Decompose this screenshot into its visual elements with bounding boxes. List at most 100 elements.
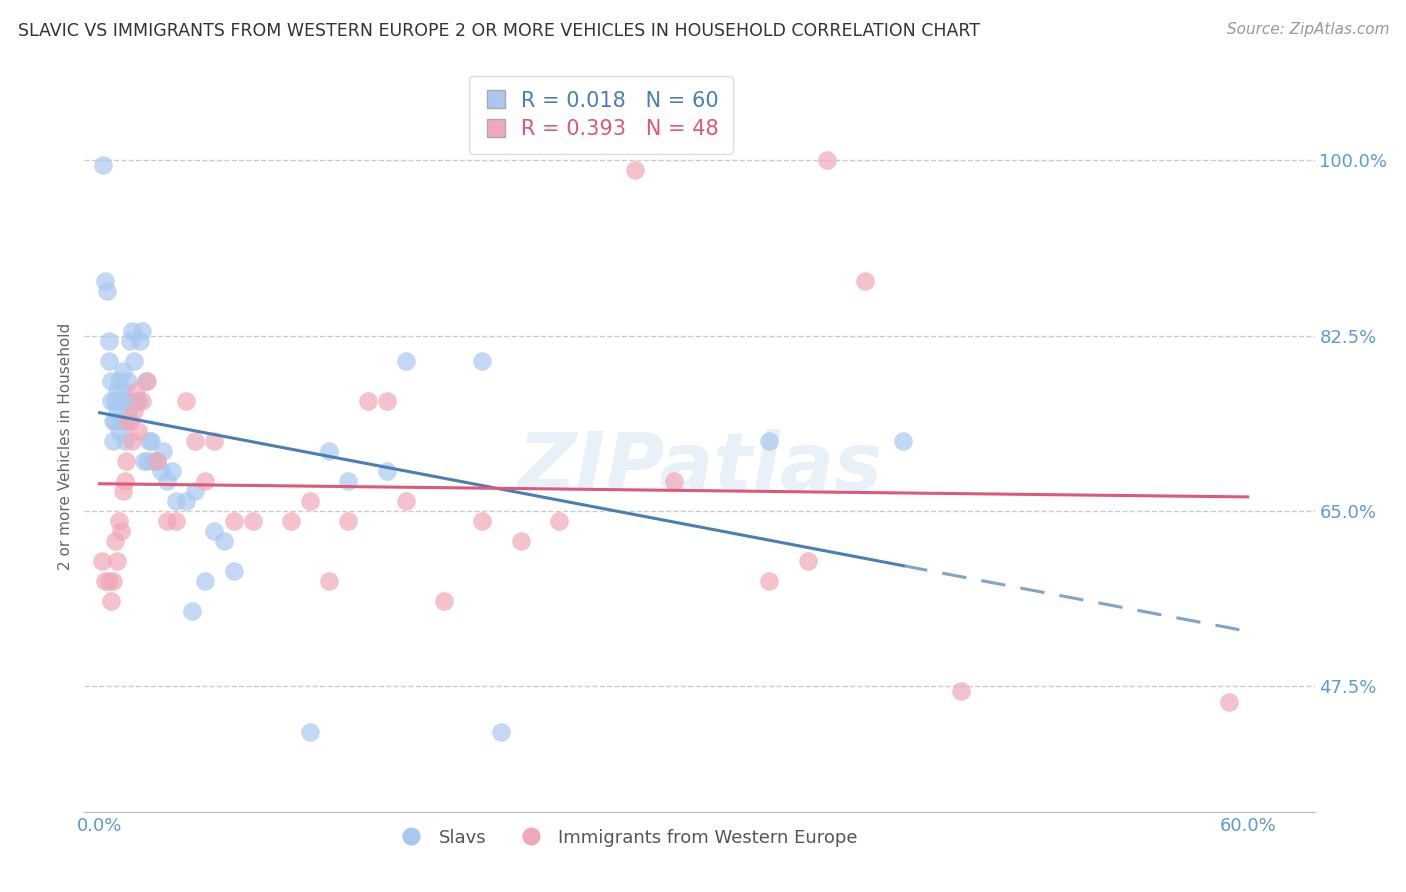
Point bbox=[107, 374, 129, 388]
Point bbox=[111, 364, 134, 378]
Point bbox=[146, 454, 169, 468]
Point bbox=[141, 434, 163, 448]
Point bbox=[212, 534, 235, 549]
Point bbox=[758, 574, 780, 589]
Point bbox=[299, 724, 322, 739]
Point bbox=[132, 454, 155, 468]
Point bbox=[509, 534, 531, 549]
Point bbox=[94, 274, 117, 288]
Text: SLAVIC VS IMMIGRANTS FROM WESTERN EUROPE 2 OR MORE VEHICLES IN HOUSEHOLD CORRELA: SLAVIC VS IMMIGRANTS FROM WESTERN EUROPE… bbox=[18, 22, 980, 40]
Point bbox=[433, 594, 456, 608]
Point bbox=[149, 464, 172, 478]
Point bbox=[107, 514, 129, 528]
Point bbox=[135, 374, 157, 388]
Point bbox=[138, 434, 160, 448]
Legend: Slavs, Immigrants from Western Europe: Slavs, Immigrants from Western Europe bbox=[387, 822, 865, 854]
Point bbox=[194, 574, 217, 589]
Point bbox=[136, 374, 159, 388]
Point bbox=[93, 158, 115, 172]
Point bbox=[337, 514, 360, 528]
Point bbox=[122, 354, 145, 368]
Point bbox=[891, 434, 914, 448]
Point bbox=[114, 434, 136, 448]
Point bbox=[146, 454, 169, 468]
Point bbox=[356, 393, 378, 408]
Point bbox=[815, 153, 838, 168]
Point bbox=[115, 414, 138, 428]
Point bbox=[395, 354, 418, 368]
Point bbox=[184, 434, 207, 448]
Point bbox=[110, 393, 132, 408]
Point bbox=[375, 393, 398, 408]
Point bbox=[105, 404, 128, 418]
Point bbox=[127, 393, 149, 408]
Point bbox=[117, 404, 139, 418]
Point bbox=[165, 494, 187, 508]
Point bbox=[131, 393, 153, 408]
Y-axis label: 2 or more Vehicles in Household: 2 or more Vehicles in Household bbox=[58, 322, 73, 570]
Point bbox=[114, 393, 136, 408]
Point bbox=[491, 724, 513, 739]
Point bbox=[105, 554, 128, 568]
Point bbox=[180, 604, 202, 618]
Point bbox=[110, 524, 132, 538]
Point bbox=[222, 564, 245, 578]
Point bbox=[184, 484, 207, 499]
Point bbox=[111, 384, 134, 398]
Point bbox=[104, 393, 127, 408]
Point bbox=[662, 474, 685, 488]
Point bbox=[156, 474, 179, 488]
Point bbox=[242, 514, 264, 528]
Point bbox=[100, 374, 122, 388]
Point bbox=[111, 484, 134, 499]
Point bbox=[101, 434, 124, 448]
Point bbox=[131, 324, 153, 338]
Point bbox=[174, 393, 197, 408]
Point bbox=[107, 424, 129, 438]
Text: Source: ZipAtlas.com: Source: ZipAtlas.com bbox=[1226, 22, 1389, 37]
Point bbox=[114, 474, 136, 488]
Point bbox=[120, 334, 142, 348]
Point bbox=[115, 454, 138, 468]
Point bbox=[758, 434, 780, 448]
Point bbox=[94, 574, 117, 589]
Point bbox=[98, 354, 121, 368]
Point bbox=[96, 284, 118, 298]
Point bbox=[318, 574, 340, 589]
Point bbox=[101, 414, 124, 428]
Point bbox=[162, 464, 184, 478]
Point bbox=[142, 454, 165, 468]
Point bbox=[100, 393, 122, 408]
Point bbox=[174, 494, 197, 508]
Point bbox=[98, 334, 121, 348]
Point bbox=[165, 514, 187, 528]
Point bbox=[547, 514, 569, 528]
Point bbox=[90, 554, 112, 568]
Point bbox=[194, 474, 217, 488]
Point bbox=[318, 444, 340, 458]
Point bbox=[471, 514, 494, 528]
Point bbox=[204, 434, 226, 448]
Point bbox=[299, 494, 322, 508]
Point bbox=[115, 393, 138, 408]
Point bbox=[152, 444, 174, 458]
Point bbox=[337, 474, 360, 488]
Point bbox=[105, 384, 128, 398]
Text: ZIPatlas: ZIPatlas bbox=[517, 429, 882, 507]
Point bbox=[121, 324, 143, 338]
Point bbox=[395, 494, 418, 508]
Point bbox=[101, 574, 124, 589]
Point bbox=[110, 414, 132, 428]
Point bbox=[128, 334, 150, 348]
Point bbox=[125, 393, 148, 408]
Point bbox=[624, 163, 647, 178]
Point bbox=[100, 594, 122, 608]
Point bbox=[121, 434, 143, 448]
Point bbox=[136, 454, 159, 468]
Point bbox=[98, 574, 121, 589]
Point bbox=[122, 404, 145, 418]
Point bbox=[104, 414, 127, 428]
Point bbox=[120, 414, 142, 428]
Point bbox=[117, 414, 139, 428]
Point bbox=[204, 524, 226, 538]
